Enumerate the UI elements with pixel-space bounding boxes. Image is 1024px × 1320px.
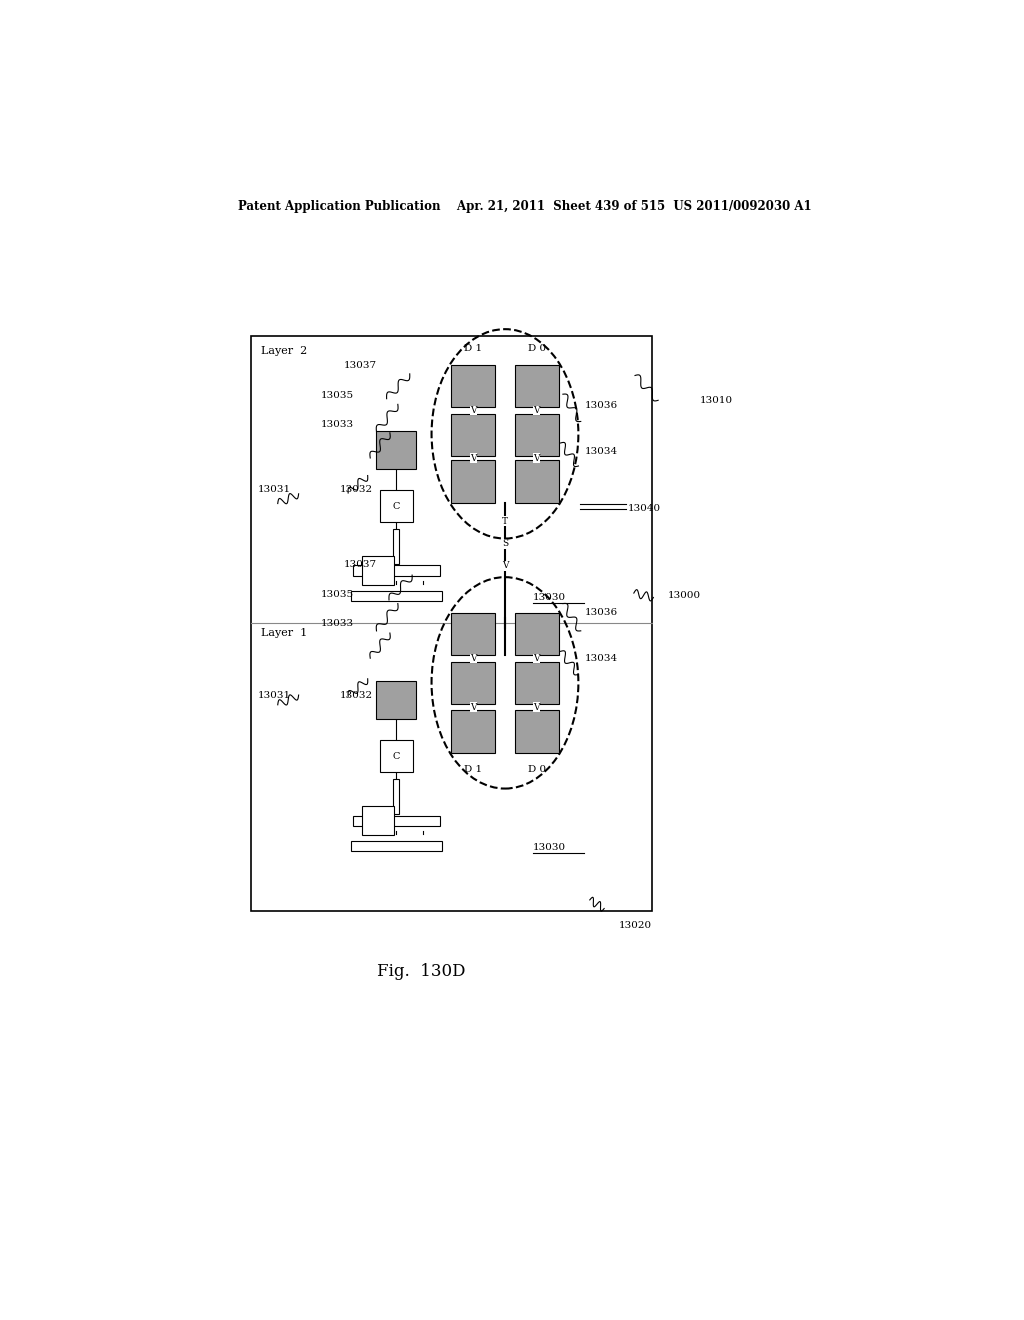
Text: Layer  1: Layer 1 — [260, 628, 307, 639]
Text: 13031: 13031 — [257, 690, 291, 700]
Text: D 1: D 1 — [464, 766, 482, 775]
Text: 13000: 13000 — [668, 591, 700, 601]
Text: 13034: 13034 — [585, 446, 617, 455]
Text: T: T — [502, 516, 508, 525]
Text: 13037: 13037 — [344, 561, 377, 569]
Text: Fig.  130D: Fig. 130D — [378, 964, 466, 979]
Bar — [380, 490, 413, 523]
Text: 13032: 13032 — [340, 690, 373, 700]
Text: 13037: 13037 — [344, 362, 377, 370]
Text: 13034: 13034 — [585, 653, 617, 663]
Bar — [350, 591, 442, 601]
Bar — [515, 413, 558, 457]
Bar — [393, 529, 399, 565]
Text: D 0: D 0 — [527, 766, 546, 775]
Bar — [515, 612, 558, 656]
Text: V: V — [534, 454, 540, 463]
Text: D 0: D 0 — [527, 343, 546, 352]
Bar — [350, 841, 442, 851]
Text: 13036: 13036 — [585, 401, 617, 411]
Bar — [380, 739, 413, 772]
Text: 13020: 13020 — [618, 921, 651, 931]
Text: V: V — [534, 653, 540, 663]
Bar — [452, 661, 495, 704]
Text: V: V — [470, 653, 476, 663]
Bar — [251, 337, 652, 911]
Text: 13035: 13035 — [321, 590, 354, 599]
Text: 13031: 13031 — [257, 486, 291, 494]
Text: D 1: D 1 — [464, 343, 482, 352]
Text: C: C — [392, 751, 400, 760]
Text: V: V — [470, 702, 476, 711]
Bar — [377, 681, 416, 719]
Text: 13032: 13032 — [340, 486, 373, 494]
Text: C: C — [392, 502, 400, 511]
Bar — [393, 779, 399, 814]
Text: 13010: 13010 — [699, 396, 732, 405]
Bar — [362, 556, 394, 585]
Text: V: V — [502, 561, 508, 570]
Text: V: V — [470, 407, 476, 414]
Bar — [452, 710, 495, 752]
Bar — [452, 413, 495, 457]
Text: S: S — [502, 539, 508, 548]
Text: Layer  2: Layer 2 — [260, 346, 307, 356]
Bar — [515, 710, 558, 752]
Text: 13030: 13030 — [532, 594, 566, 602]
Text: 13036: 13036 — [585, 609, 617, 618]
Bar — [515, 461, 558, 503]
Text: V: V — [534, 702, 540, 711]
Text: Patent Application Publication    Apr. 21, 2011  Sheet 439 of 515  US 2011/00920: Patent Application Publication Apr. 21, … — [238, 199, 812, 213]
Text: 13030: 13030 — [532, 843, 566, 851]
Text: 13040: 13040 — [628, 503, 662, 512]
Bar — [362, 807, 394, 834]
Text: 13033: 13033 — [321, 619, 354, 628]
Bar — [452, 364, 495, 408]
Bar — [352, 565, 440, 576]
Bar — [377, 430, 416, 470]
Text: V: V — [534, 407, 540, 414]
Bar — [352, 816, 440, 826]
Bar — [452, 461, 495, 503]
Text: 13033: 13033 — [321, 420, 354, 429]
Text: 13035: 13035 — [321, 391, 354, 400]
Bar — [515, 364, 558, 408]
Text: V: V — [470, 454, 476, 463]
Bar — [515, 661, 558, 704]
Bar — [452, 612, 495, 656]
